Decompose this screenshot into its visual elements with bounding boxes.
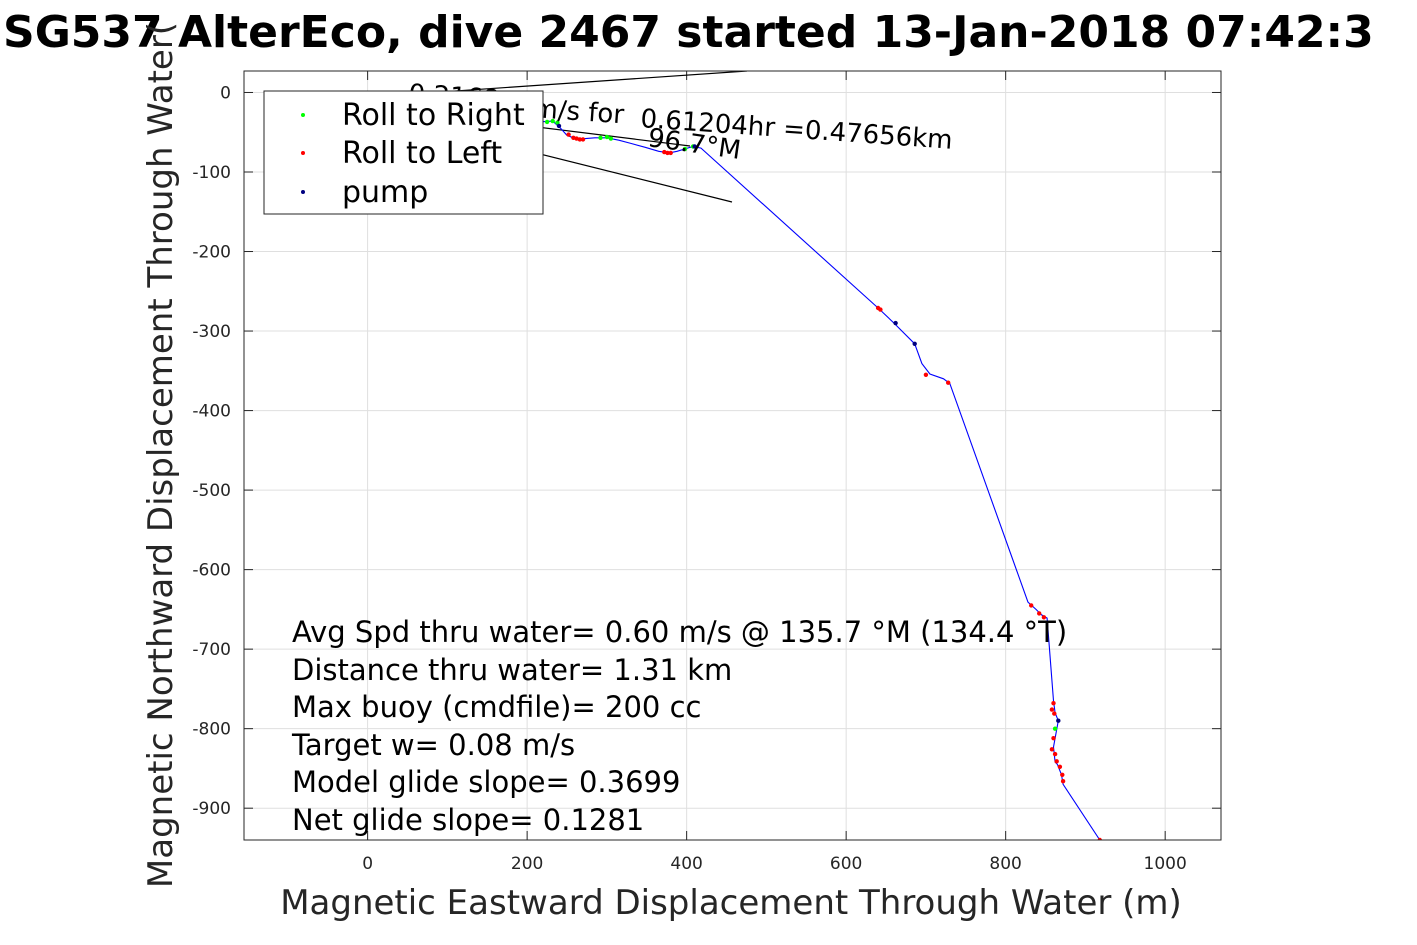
roll-left-point [668,150,673,156]
roll-left-point [577,137,582,142]
legend-label-pump: pump [342,175,428,210]
roll-left-point [923,372,929,377]
stat-target-w: Target w= 0.08 m/s [291,728,575,762]
pump-point [692,144,697,149]
roll-right-point [1052,726,1058,731]
y-axis-label: Magnetic Northward Displacement Through … [141,22,181,888]
chart-title: SG537 AlterEco, dive 2467 started 13-Jan… [3,7,1374,58]
roll-left-point [1052,751,1058,757]
y-tick-label: -200 [192,243,231,263]
tick-marks [244,71,1221,840]
roll-right-point [608,136,614,141]
legend: Roll to Right Roll to Left pump [263,90,544,215]
pump-point [1056,718,1061,723]
roll-right-point [604,134,610,140]
roll-right-point [550,118,555,124]
x-tick-labels: 0 200 400 600 800 1000 [362,854,1187,874]
roll-left-point [1029,603,1034,608]
roll-left-point [1060,772,1065,777]
y-tick-label: -100 [192,163,231,183]
x-tick-label: 0 [362,854,373,874]
roll-left-point [946,380,951,385]
roll-left-point [1037,611,1042,616]
roll-left-point [665,150,670,156]
roll-left-point [1060,779,1066,784]
y-tick-label: -500 [192,481,231,501]
roll-left-point [1049,707,1055,712]
stats-block: Avg Spd thru water= 0.60 m/s @ 135.7 °M … [291,615,1067,837]
y-tick-label: -400 [192,402,231,422]
roll-left-point [1052,711,1057,716]
y-tick-label: -700 [192,640,231,660]
roll-left-point [1041,615,1047,620]
legend-label-roll-right: Roll to Right [342,98,525,133]
y-tick-label: 0 [220,83,231,103]
x-tick-label: 400 [670,854,702,874]
current-speed-unit-label: m/s for [532,94,626,130]
stat-distance: Distance thru water= 1.31 km [292,653,732,687]
y-tick-label: -800 [192,720,231,740]
roll-left-point [1054,759,1059,764]
legend-marker-roll-left [301,151,305,155]
track-markers [544,118,1102,840]
y-tick-label: -900 [192,799,231,819]
roll-right-point [682,146,688,152]
x-tick-label: 600 [830,854,862,874]
roll-left-point [1051,701,1056,706]
legend-label-roll-left: Roll to Left [342,136,502,171]
stat-model-glide-slope: Model glide slope= 0.3699 [292,765,680,799]
x-axis-label: Magnetic Eastward Displacement Through W… [280,883,1182,923]
legend-marker-pump [301,190,305,194]
x-tick-label: 200 [511,854,543,874]
legend-marker-roll-right [301,113,305,117]
y-tick-label: -300 [192,322,231,342]
stat-avg-speed: Avg Spd thru water= 0.60 m/s @ 135.7 °M … [292,615,1067,649]
roll-left-point [566,132,571,137]
pump-point [893,320,898,326]
roll-left-point [580,137,586,142]
roll-right-point [598,135,603,140]
x-tick-label: 1000 [1144,854,1187,874]
roll-left-point [1097,837,1102,840]
stat-max-buoy: Max buoy (cmdfile)= 200 cc [292,690,701,724]
x-tick-label: 800 [989,854,1021,874]
roll-left-point [1049,747,1055,752]
pump-point [556,123,562,129]
roll-left-point [1057,764,1063,769]
roll-right-point [544,119,550,125]
y-tick-label: -600 [192,561,231,581]
y-tick-labels: 0 -100 -200 -300 -400 -500 -600 -700 -800 -900 [192,83,231,819]
pump-point [912,341,917,346]
legend-box [263,90,544,215]
roll-left-point [1051,736,1056,741]
axes-box [243,70,1222,841]
roll-left-point [878,307,883,312]
grid-lines [244,71,1221,840]
stat-net-glide-slope: Net glide slope= 0.1281 [292,803,644,837]
